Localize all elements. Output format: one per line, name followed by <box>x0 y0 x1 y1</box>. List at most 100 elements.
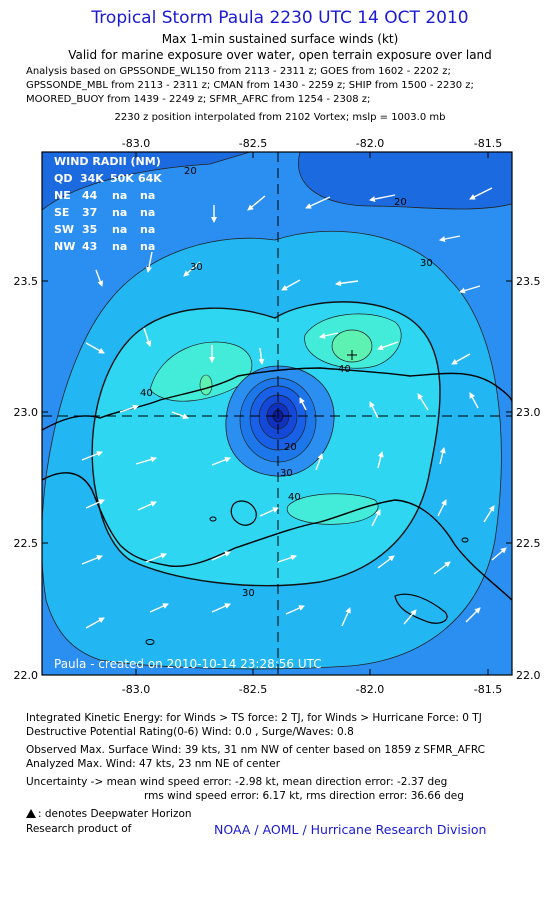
wind-radii-sw-34k: 35 <box>82 223 97 236</box>
analyzed-max-line: Analyzed Max. Wind: 47 kts, 23 nm NE of … <box>26 758 281 770</box>
wind-vector <box>377 451 384 469</box>
wind-vector <box>319 332 339 339</box>
y-tick-left-1: 22.5 <box>14 537 39 550</box>
wind-vectors <box>81 187 507 629</box>
wind-vector <box>459 285 481 294</box>
observed-max-line: Observed Max. Surface Wind: 39 kts, 31 n… <box>26 744 485 756</box>
coastline-north <box>42 367 512 431</box>
wind-radii-title: WIND RADII (NM) <box>54 155 161 168</box>
chart-title: Tropical Storm Paula 2230 UTC 14 OCT 201… <box>91 8 469 28</box>
x-tick-top-3: -81.5 <box>474 137 502 150</box>
wind-vector <box>305 196 331 209</box>
wind-vector <box>341 607 351 627</box>
band-max-east <box>331 329 373 363</box>
wind-radii-sw-64k: na <box>140 223 155 236</box>
plot-frame <box>41 151 513 676</box>
band-45kt-west <box>149 341 253 402</box>
wind-vector <box>369 401 379 419</box>
wind-vector <box>85 342 105 354</box>
wind-vector <box>247 195 266 211</box>
y-tick-right-2: 23.0 <box>516 406 541 419</box>
contour-label: 30 <box>190 262 203 273</box>
wind-vector <box>465 607 481 623</box>
plot-area: 20 20 30 30 40 40 20 30 40 30 WIND RADII… <box>42 152 512 675</box>
exposure-note: Valid for marine exposure over water, op… <box>68 48 492 62</box>
band-max-west <box>199 374 213 396</box>
wind-vector <box>315 453 324 471</box>
wind-vector <box>145 553 167 563</box>
wind-radii-header-qd: QD <box>54 172 72 185</box>
wind-vector <box>403 609 417 625</box>
wind-vector <box>299 397 307 411</box>
wind-vector <box>146 251 153 273</box>
contour-label: 20 <box>184 166 197 177</box>
wind-vector <box>439 447 446 465</box>
wind-vector <box>135 456 157 465</box>
wind-radii-nw-34k: 43 <box>82 240 97 253</box>
isla-juventud <box>230 500 257 526</box>
wind-map-chart: -83.0 -82.5 -82.0 -81.5 -83.0 -82.5 -82.… <box>14 137 541 696</box>
wind-vector <box>469 187 493 200</box>
wind-vector <box>211 603 231 613</box>
wind-radii-header-34k: 34K <box>80 172 104 185</box>
creation-credit: Paula - created on 2010-10-14 23:28:56 U… <box>54 657 322 671</box>
contour-label: 40 <box>338 364 351 375</box>
islet-3 <box>461 537 469 543</box>
wind-radii-se-34k: 37 <box>82 206 97 219</box>
wind-radii-sw-label: SW <box>54 223 74 236</box>
wind-vector <box>259 507 279 517</box>
wind-vector <box>81 451 103 461</box>
x-tick-bottom-1: -82.5 <box>239 683 267 696</box>
deepwater-icon <box>26 809 36 818</box>
deepwater-legend: : denotes Deepwater Horizon <box>26 808 192 820</box>
coastline-south <box>42 472 512 601</box>
wind-vector <box>285 605 305 615</box>
contour-label: 30 <box>280 468 293 479</box>
wind-vector <box>183 261 201 277</box>
y-tick-left-0: 22.0 <box>14 669 39 682</box>
wind-vector <box>281 279 301 291</box>
wind-radii-nw-64k: na <box>140 240 155 253</box>
noaa-aoml-link[interactable]: NOAA / AOML / Hurricane Research Divisio… <box>214 822 487 837</box>
x-tick-top-0: -83.0 <box>122 137 150 150</box>
wind-radii-se-label: SE <box>54 206 69 219</box>
wind-vector <box>277 554 297 563</box>
uncertainty-line-2: rms wind speed error: 6.17 kt, rms direc… <box>144 790 464 802</box>
dpr-line: Destructive Potential Rating(0-6) Wind: … <box>26 726 354 738</box>
wind-vector <box>81 555 103 565</box>
max-wind-marker <box>347 350 357 360</box>
wind-radii-table: WIND RADII (NM) QD 34K 50K 64K NE 44 na … <box>54 155 162 253</box>
wind-radii-sw-50k: na <box>112 223 127 236</box>
y-tick-right-0: 22.0 <box>516 669 541 682</box>
wind-radii-ne-label: NE <box>54 189 71 202</box>
islet-1 <box>145 639 155 645</box>
research-label: Research product of <box>26 823 132 835</box>
x-tick-bottom-0: -83.0 <box>122 683 150 696</box>
wind-vector <box>95 269 104 287</box>
islet-2 <box>209 516 217 522</box>
wind-vector <box>85 499 105 509</box>
wind-vector <box>437 499 447 517</box>
wind-vector <box>119 404 139 413</box>
contour-label: 20 <box>284 442 297 453</box>
y-tick-left-3: 23.5 <box>14 275 39 288</box>
analysis-line-3: MOORED_BUOY from 1439 - 2249 z; SFMR_AFR… <box>26 94 371 105</box>
wind-vector <box>369 194 396 202</box>
y-tick-right-3: 23.5 <box>516 275 541 288</box>
wind-vector <box>417 393 429 411</box>
analysis-line-1: Analysis based on GPSSONDE_WL150 from 21… <box>26 66 451 77</box>
contour-label: 30 <box>242 588 255 599</box>
deepwater-text: : denotes Deepwater Horizon <box>38 808 192 820</box>
wind-radii-header-64k: 64K <box>138 172 162 185</box>
x-tick-bottom-2: -82.0 <box>356 683 384 696</box>
wind-vector <box>483 505 495 523</box>
island-south-east <box>394 593 448 624</box>
wind-radii-ne-50k: na <box>112 189 127 202</box>
axis-ticks <box>42 152 512 675</box>
wind-vector <box>439 235 461 242</box>
wind-vector <box>171 411 189 420</box>
wind-vector <box>377 341 399 351</box>
y-tick-left-2: 23.0 <box>14 406 39 419</box>
contour-label: 30 <box>420 258 433 269</box>
wind-radii-ne-64k: na <box>140 189 155 202</box>
